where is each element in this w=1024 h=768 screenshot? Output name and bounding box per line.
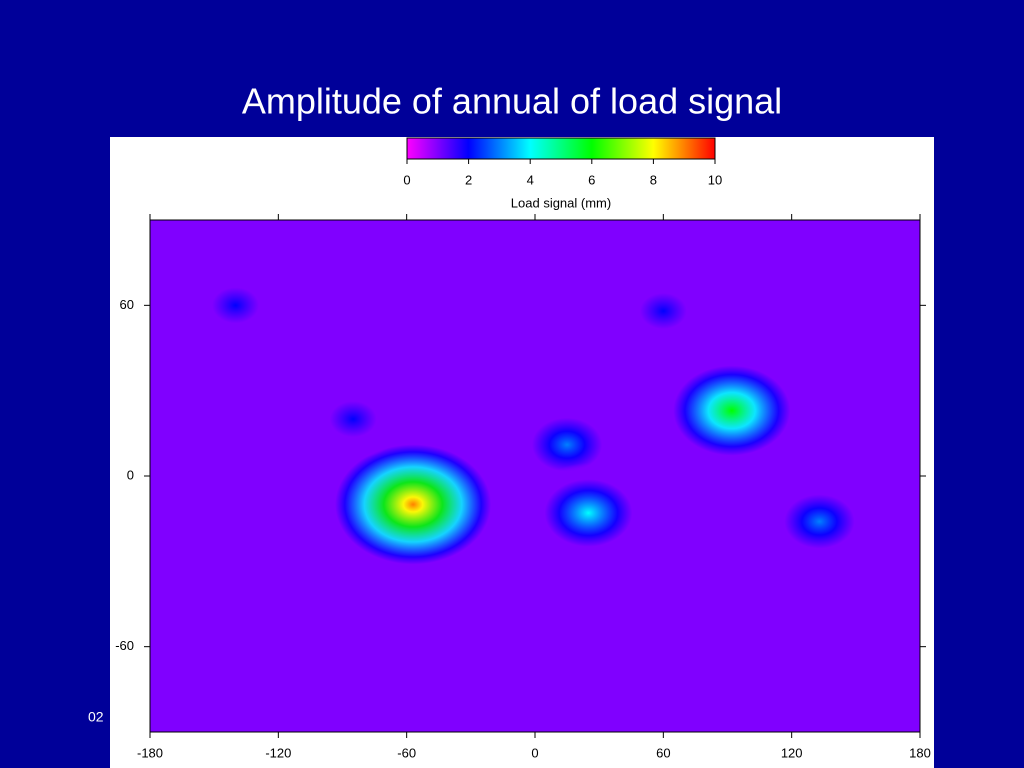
colorbar-tick-label: 4 (527, 172, 534, 187)
x-tick-label: -60 (397, 745, 416, 760)
y-tick-label: 0 (127, 467, 134, 482)
x-tick-label: 180 (909, 745, 931, 760)
hotspot (301, 379, 406, 460)
x-tick-label: -120 (265, 745, 291, 760)
colorbar-tick-label: 10 (708, 172, 722, 187)
x-tick-label: 60 (656, 745, 670, 760)
colorbar-tick-label: 2 (465, 172, 472, 187)
colorbar-tick-label: 8 (650, 172, 657, 187)
colorbar-label: Load signal (mm) (511, 195, 611, 210)
map-group: 0 2 4 6 8 10 Load signal (mm) -180 -120 -60 0 60 120… (115, 137, 931, 760)
hotspot (760, 476, 878, 567)
colorbar-tick-label: 6 (588, 172, 595, 187)
hotspot (315, 429, 511, 580)
colorbar (406, 137, 716, 160)
hotspot (611, 271, 716, 352)
hotspot-layer (183, 265, 878, 580)
hotspot (653, 350, 810, 471)
footer-text: 02 (88, 709, 104, 725)
hotspot (183, 265, 288, 346)
slide-title: Amplitude of annual of load signal (242, 81, 782, 122)
hotspot (523, 462, 654, 563)
y-tick-label: -60 (115, 638, 134, 653)
colorbar-tick-label: 0 (403, 172, 410, 187)
x-tick-label: 0 (531, 745, 538, 760)
y-tick-label: 60 (120, 297, 134, 312)
x-tick-label: 120 (781, 745, 803, 760)
x-tick-label: -180 (137, 745, 163, 760)
